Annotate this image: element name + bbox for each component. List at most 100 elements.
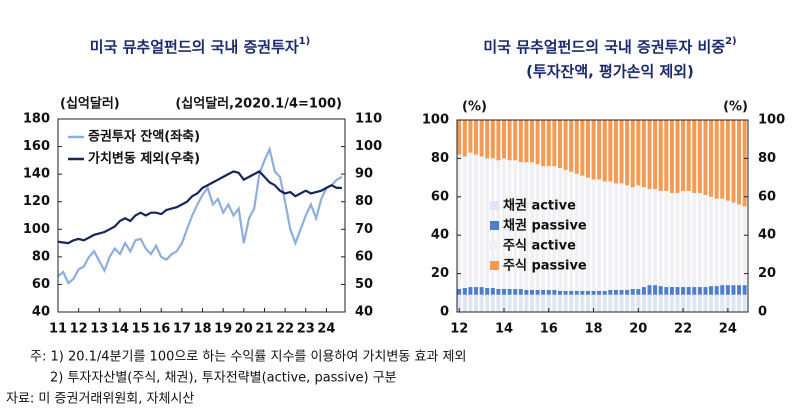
bar-segment <box>641 187 646 288</box>
bar-segment <box>647 294 652 312</box>
bar-segment <box>731 202 736 286</box>
bar-segment <box>563 290 568 295</box>
y2-tick-label: 110 <box>355 112 382 127</box>
bar-segment <box>731 294 736 312</box>
bar-segment <box>468 294 473 312</box>
bar-segment <box>613 289 618 295</box>
plot-frame <box>456 119 749 313</box>
bar-segment <box>563 120 568 170</box>
bar-segment <box>569 290 574 295</box>
y-tick-label: 180 <box>23 112 50 127</box>
title-text: 미국 뮤추얼펀드의 국내 증권투자 비중 <box>483 38 725 56</box>
bar-segment <box>591 179 596 291</box>
bar-segment <box>703 287 708 295</box>
title-note: 1) <box>299 36 311 47</box>
bar-segment <box>507 120 512 161</box>
bar-segment <box>574 120 579 174</box>
bar-segment <box>602 181 607 291</box>
bar-segment <box>675 192 680 288</box>
bar-segment <box>597 294 602 312</box>
y-tick-label: 0 <box>440 305 449 320</box>
legend-label: 주식 active <box>503 238 576 254</box>
bar-segment <box>513 120 518 161</box>
bar-segment <box>664 287 669 295</box>
bar-segment <box>602 290 607 295</box>
bar-segment <box>703 194 708 288</box>
bar-segment <box>675 294 680 312</box>
bar-segment <box>636 185 641 289</box>
footnote: 주: 1) 20.1/4분기를 100으로 하는 수익률 지수를 이용하여 가치… <box>30 350 466 365</box>
bar-segment <box>737 120 742 205</box>
bar-segment <box>597 290 602 295</box>
bar-segment <box>479 294 484 312</box>
bar-segment <box>681 120 686 192</box>
bar-segment <box>513 160 518 289</box>
bar-segment <box>529 289 535 295</box>
bar-segment <box>658 294 663 312</box>
bar-segment <box>557 290 562 295</box>
bar-segment <box>479 156 484 288</box>
bar-segment <box>619 120 624 184</box>
bar-segment <box>630 187 635 289</box>
bar-segment <box>630 294 635 312</box>
bar-segment <box>507 294 512 312</box>
bar-segment <box>468 152 473 288</box>
bar-segment <box>474 294 479 312</box>
x-tick-label: 11 <box>49 322 67 337</box>
bar-segment <box>462 156 467 288</box>
bar-segment <box>485 288 490 295</box>
bar-segment <box>541 120 546 167</box>
bar-segment <box>647 285 652 295</box>
bar-segment <box>675 287 680 295</box>
bar-segment <box>462 120 467 157</box>
x-tick-label: 14 <box>111 322 129 337</box>
plot-frame <box>57 118 346 313</box>
bar-segment <box>742 294 747 312</box>
y2-tick-label: 100 <box>355 139 382 154</box>
bar-segment <box>585 290 590 295</box>
bar-segment <box>681 294 686 312</box>
y2-tick-label: 40 <box>758 228 776 243</box>
bar-segment <box>597 179 602 291</box>
bar-segment <box>563 294 568 312</box>
bar-segment <box>507 288 512 295</box>
bar-segment <box>625 289 630 295</box>
bar-segment <box>697 294 702 312</box>
bar-segment <box>457 294 462 312</box>
x-tick-label: 18 <box>584 322 602 337</box>
bar-segment <box>619 183 624 290</box>
bar-segment <box>619 294 624 312</box>
bar-segment <box>535 289 540 295</box>
bar-segment <box>501 288 507 295</box>
footnote: 2) 투자자산별(주식, 채권), 투자전략별(active, passive)… <box>50 371 397 386</box>
line-series <box>57 145 343 285</box>
line-series <box>57 170 342 245</box>
bar-segment <box>714 120 719 199</box>
bar-segment <box>485 120 490 159</box>
bar-segment <box>669 294 674 312</box>
bar-segment <box>613 294 618 312</box>
y2-tick-label: 50 <box>355 277 373 292</box>
legend-swatch <box>490 261 499 270</box>
bar-segment <box>462 288 467 295</box>
bar-segment <box>496 120 501 161</box>
x-tick-label: 24 <box>719 322 737 337</box>
bar-segment <box>669 120 674 193</box>
bar-segment <box>485 294 490 312</box>
bar-segment <box>496 288 501 295</box>
y-tick-label: 40 <box>32 305 50 320</box>
y-tick-label: 40 <box>431 228 449 243</box>
y-axis-label: (십억달러) <box>60 96 120 112</box>
legend-label: 주식 passive <box>503 258 587 274</box>
bar-segment <box>597 120 602 180</box>
x-tick-label: 15 <box>132 322 150 337</box>
bar-segment <box>619 289 624 295</box>
bar-segment <box>518 288 523 295</box>
bar-segment <box>608 294 613 312</box>
bar-segment <box>591 120 596 180</box>
bar-segment <box>479 287 484 295</box>
bar-segment <box>725 294 730 312</box>
bar-segment <box>725 200 730 286</box>
bar-segment <box>585 294 590 312</box>
bar-segment <box>462 294 467 312</box>
